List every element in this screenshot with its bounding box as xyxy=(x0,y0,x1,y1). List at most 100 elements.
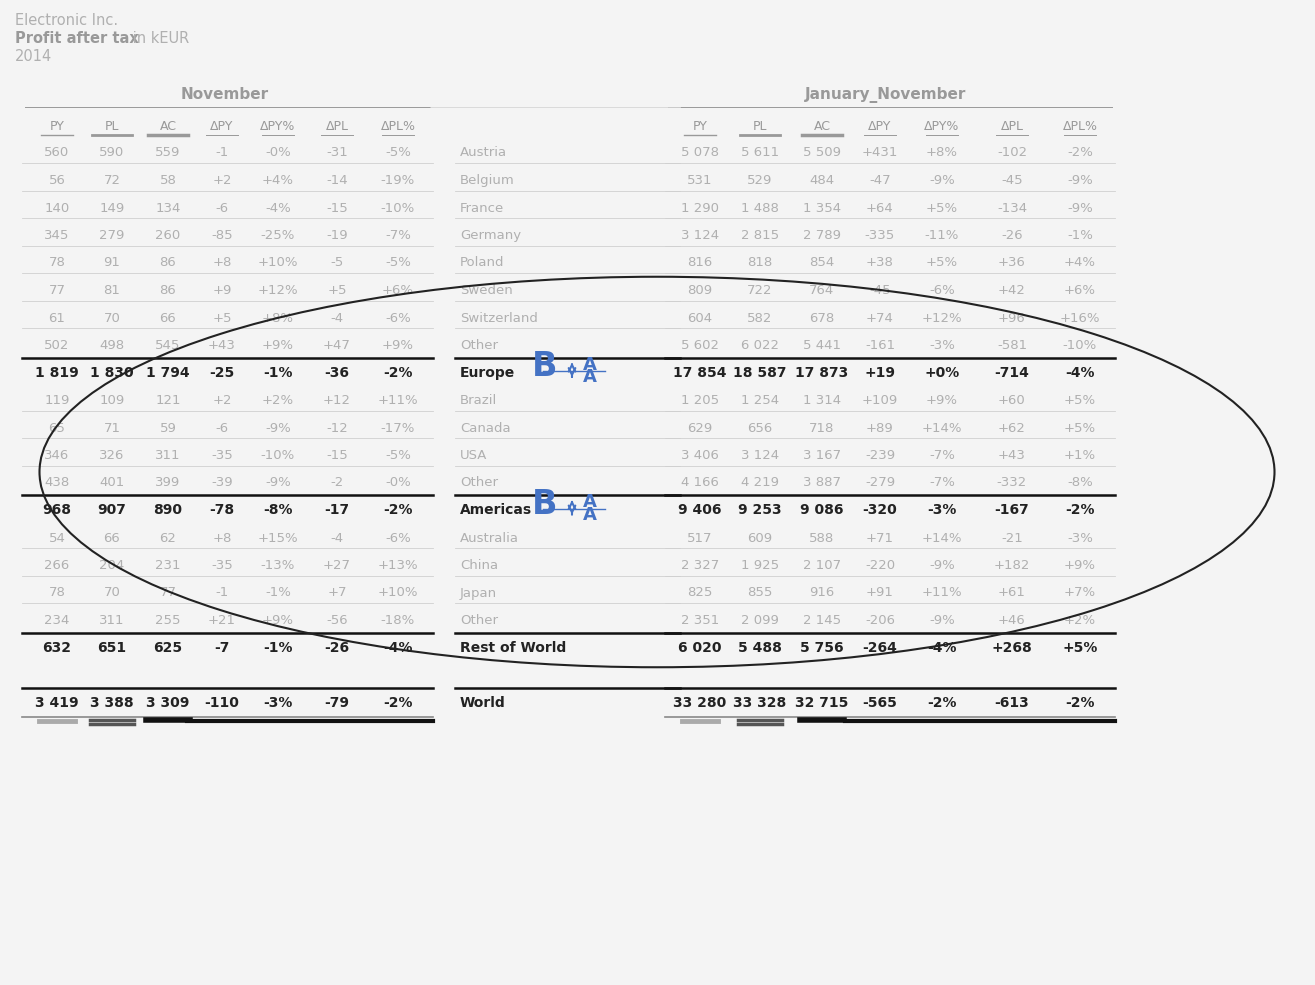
Text: +9: +9 xyxy=(212,284,231,297)
Text: +1%: +1% xyxy=(1064,449,1097,462)
Text: 590: 590 xyxy=(100,147,125,160)
Text: 260: 260 xyxy=(155,229,180,242)
Text: 2 099: 2 099 xyxy=(742,614,778,627)
Text: Australia: Australia xyxy=(460,532,519,545)
Text: B: B xyxy=(533,488,558,521)
Text: +2: +2 xyxy=(212,394,231,407)
Text: -1: -1 xyxy=(216,586,229,600)
Text: 3 309: 3 309 xyxy=(146,696,189,710)
Text: 5 441: 5 441 xyxy=(803,339,842,352)
Text: -78: -78 xyxy=(209,503,234,517)
Text: +2: +2 xyxy=(212,174,231,187)
Text: 266: 266 xyxy=(45,559,70,572)
Text: Switzerland: Switzerland xyxy=(460,311,538,324)
Text: A: A xyxy=(583,506,597,524)
Text: 2 351: 2 351 xyxy=(681,614,719,627)
Text: 70: 70 xyxy=(104,586,121,600)
Text: 33 280: 33 280 xyxy=(673,696,727,710)
Text: 72: 72 xyxy=(104,174,121,187)
Text: November: November xyxy=(180,87,268,102)
Text: +268: +268 xyxy=(992,641,1032,655)
Text: Japan: Japan xyxy=(460,586,497,600)
Text: -9%: -9% xyxy=(930,614,955,627)
Text: 502: 502 xyxy=(45,339,70,352)
Text: +5%: +5% xyxy=(926,202,959,215)
Text: Rest of World: Rest of World xyxy=(460,641,567,655)
Text: -10%: -10% xyxy=(260,449,295,462)
Text: -161: -161 xyxy=(865,339,896,352)
Text: -9%: -9% xyxy=(266,477,291,490)
Text: +8: +8 xyxy=(212,256,231,270)
Text: ΔPY%: ΔPY% xyxy=(260,120,296,133)
Text: +42: +42 xyxy=(998,284,1026,297)
Text: -18%: -18% xyxy=(381,614,416,627)
Text: -2: -2 xyxy=(330,477,343,490)
Text: -39: -39 xyxy=(212,477,233,490)
Text: -17%: -17% xyxy=(381,422,416,434)
Text: -4%: -4% xyxy=(266,202,291,215)
Text: -6%: -6% xyxy=(930,284,955,297)
Text: +91: +91 xyxy=(867,586,894,600)
Text: -6%: -6% xyxy=(385,311,410,324)
Text: Germany: Germany xyxy=(460,229,521,242)
Text: 62: 62 xyxy=(159,532,176,545)
Text: 86: 86 xyxy=(159,256,176,270)
Text: 3 124: 3 124 xyxy=(740,449,778,462)
Text: -4%: -4% xyxy=(927,641,957,655)
Text: World: World xyxy=(460,696,506,710)
Text: -2%: -2% xyxy=(927,696,957,710)
Text: 1 290: 1 290 xyxy=(681,202,719,215)
Text: -9%: -9% xyxy=(930,174,955,187)
Text: -6: -6 xyxy=(216,422,229,434)
Text: 529: 529 xyxy=(747,174,773,187)
Text: 545: 545 xyxy=(155,339,180,352)
Text: 588: 588 xyxy=(809,532,835,545)
Text: -47: -47 xyxy=(869,174,890,187)
Text: +7: +7 xyxy=(327,586,347,600)
Text: -21: -21 xyxy=(1001,532,1023,545)
Text: January_November: January_November xyxy=(805,87,965,103)
Text: PY: PY xyxy=(50,120,64,133)
Text: 78: 78 xyxy=(49,586,66,600)
Text: -7: -7 xyxy=(214,641,230,655)
Text: -19: -19 xyxy=(326,229,347,242)
Text: -2%: -2% xyxy=(1065,696,1095,710)
Text: 3 167: 3 167 xyxy=(803,449,842,462)
Text: +7%: +7% xyxy=(1064,586,1097,600)
Text: 907: 907 xyxy=(97,503,126,517)
Text: ΔPL%: ΔPL% xyxy=(1063,120,1098,133)
Text: 609: 609 xyxy=(747,532,772,545)
Text: +21: +21 xyxy=(208,614,235,627)
Text: -6%: -6% xyxy=(385,532,410,545)
Text: -1%: -1% xyxy=(263,641,293,655)
Text: ΔPY: ΔPY xyxy=(210,120,234,133)
Text: +9%: +9% xyxy=(262,614,295,627)
Text: 4 219: 4 219 xyxy=(740,477,778,490)
Text: ΔPL: ΔPL xyxy=(1001,120,1023,133)
Text: -110: -110 xyxy=(205,696,239,710)
Text: +89: +89 xyxy=(867,422,894,434)
Text: Brazil: Brazil xyxy=(460,394,497,407)
Text: -26: -26 xyxy=(325,641,350,655)
Text: -5: -5 xyxy=(330,256,343,270)
Text: -581: -581 xyxy=(997,339,1027,352)
Text: 2 107: 2 107 xyxy=(803,559,842,572)
Text: +6%: +6% xyxy=(1064,284,1095,297)
Text: -134: -134 xyxy=(997,202,1027,215)
Text: 32 715: 32 715 xyxy=(796,696,848,710)
Text: -239: -239 xyxy=(865,449,896,462)
Text: +9%: +9% xyxy=(381,339,414,352)
Text: 4 166: 4 166 xyxy=(681,477,719,490)
Text: 5 488: 5 488 xyxy=(738,641,782,655)
Text: 5 611: 5 611 xyxy=(740,147,778,160)
Text: -3%: -3% xyxy=(1066,532,1093,545)
Text: 484: 484 xyxy=(810,174,835,187)
Text: +9%: +9% xyxy=(926,394,959,407)
Text: -264: -264 xyxy=(863,641,897,655)
Text: 9 406: 9 406 xyxy=(679,503,722,517)
Text: 326: 326 xyxy=(100,449,125,462)
Text: +13%: +13% xyxy=(377,559,418,572)
Text: +11%: +11% xyxy=(922,586,963,600)
Text: 517: 517 xyxy=(688,532,713,545)
Text: +38: +38 xyxy=(867,256,894,270)
